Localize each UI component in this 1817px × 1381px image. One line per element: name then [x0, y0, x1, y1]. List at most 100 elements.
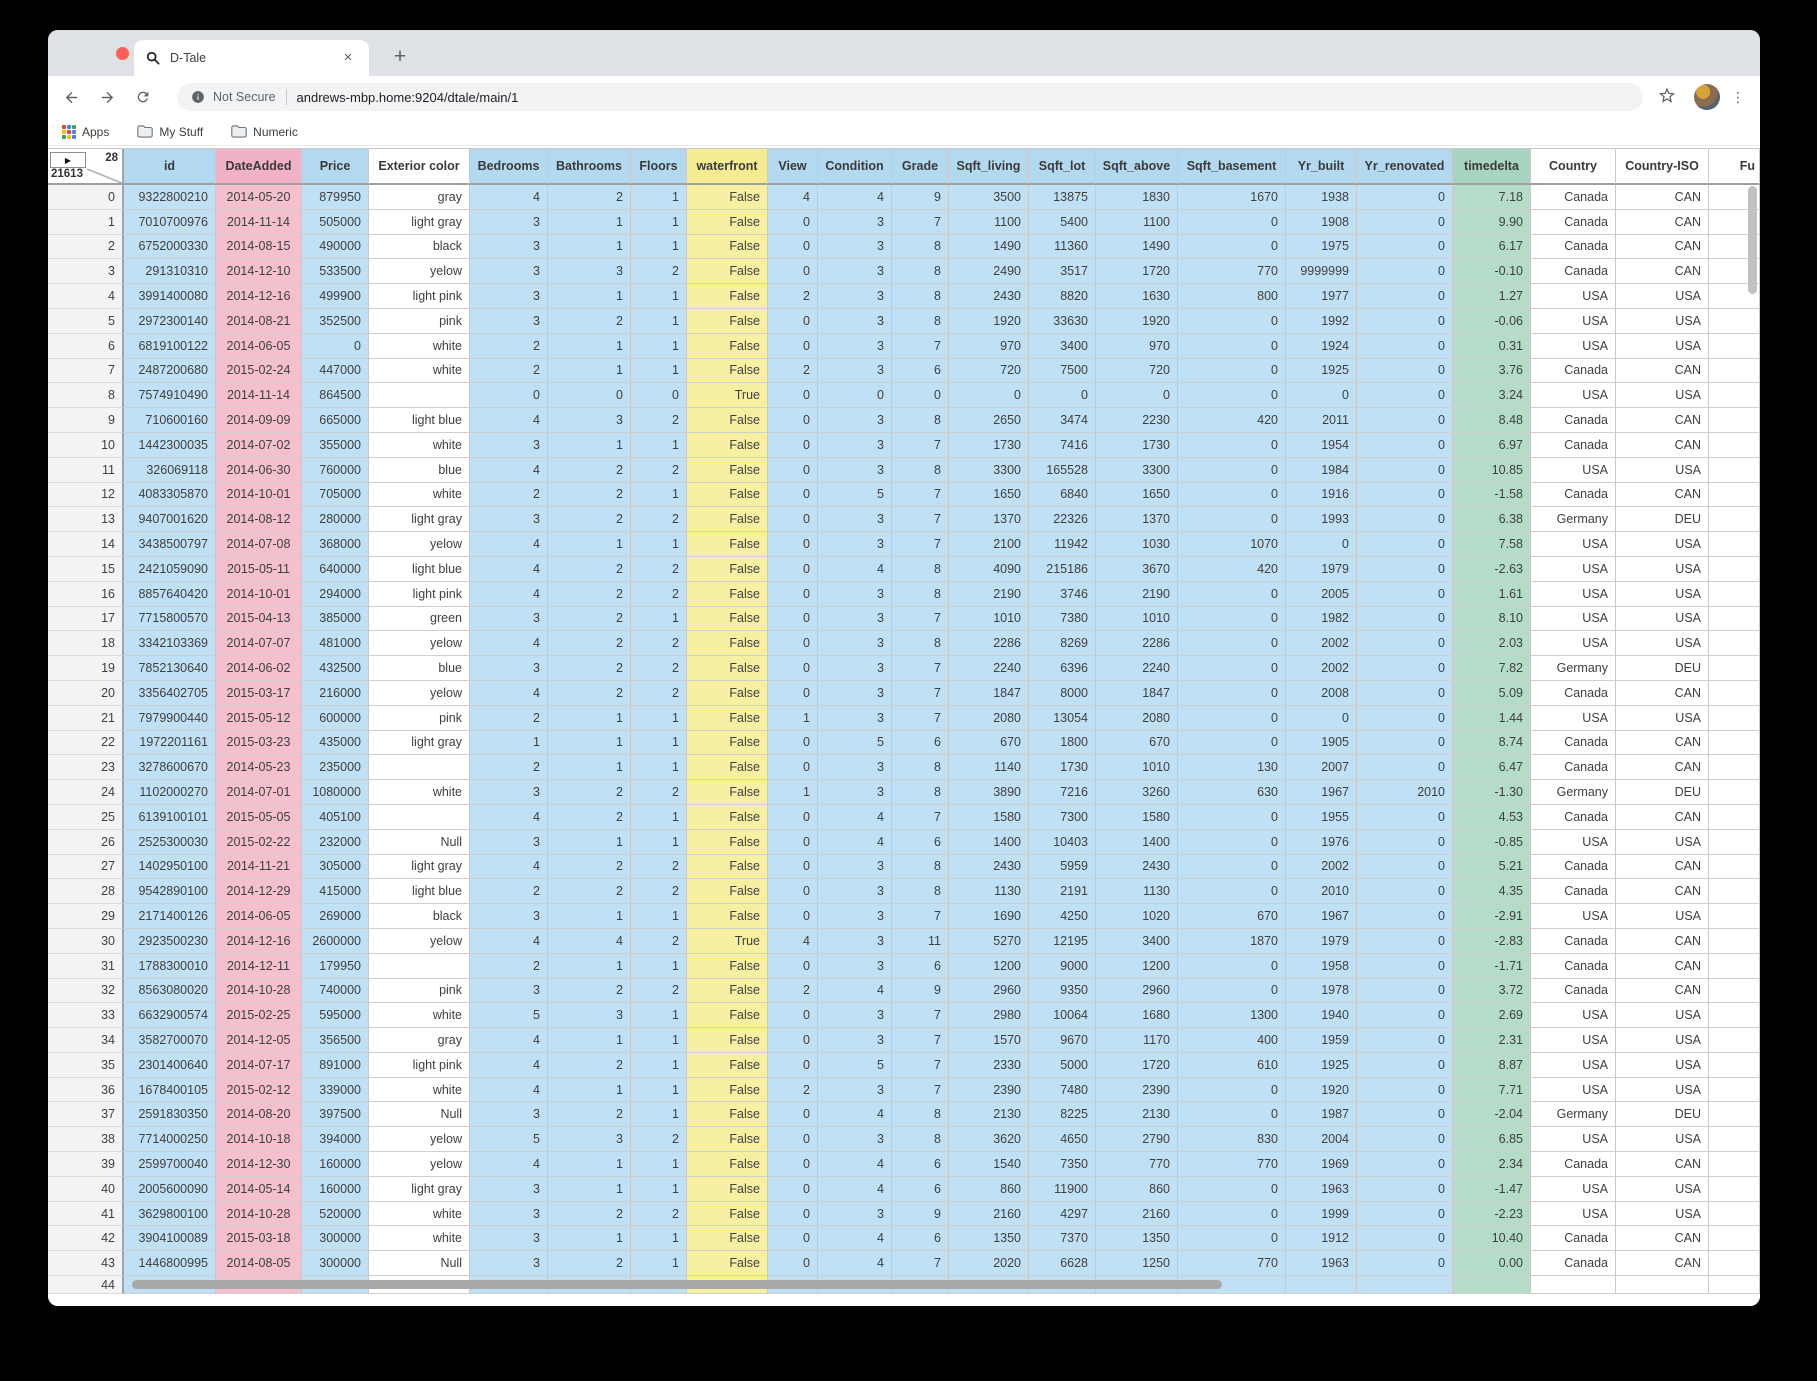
cell[interactable]: 5 — [818, 1052, 892, 1078]
cell[interactable]: CAN — [1616, 1226, 1709, 1252]
cell[interactable]: 2015-05-12 — [216, 705, 302, 731]
cell[interactable]: 1200 — [949, 953, 1029, 979]
cell[interactable]: False — [687, 1077, 768, 1103]
cell[interactable]: CAN — [1616, 879, 1709, 905]
cell[interactable]: 9542890100 — [124, 879, 216, 905]
cell[interactable]: 2 — [470, 755, 548, 781]
column-header-price[interactable]: Price — [302, 149, 369, 185]
cell[interactable]: 2011 — [1286, 408, 1357, 433]
cell[interactable]: 6.17 — [1453, 234, 1531, 260]
cell[interactable]: -2.04 — [1453, 1102, 1531, 1128]
cell[interactable]: 3 — [470, 507, 548, 533]
cell[interactable]: 8 — [892, 879, 949, 905]
cell[interactable]: -2.63 — [1453, 556, 1531, 582]
cell[interactable]: 0 — [1178, 705, 1286, 731]
cell[interactable]: 3890 — [949, 780, 1029, 805]
cell[interactable]: Canada — [1531, 185, 1616, 210]
cell[interactable]: 0 — [1178, 333, 1286, 359]
cell[interactable]: 6 — [892, 829, 949, 855]
cell[interactable]: False — [687, 953, 768, 979]
cell[interactable]: 1490 — [949, 234, 1029, 260]
column-header-bedrooms[interactable]: Bedrooms — [470, 149, 548, 185]
cell[interactable]: yelow — [369, 1152, 470, 1177]
cell[interactable]: 4 — [818, 1251, 892, 1277]
cell[interactable]: 1130 — [1096, 879, 1178, 905]
cell[interactable]: CAN — [1616, 1251, 1709, 1277]
cell[interactable]: 2014-10-18 — [216, 1127, 302, 1153]
cell[interactable]: 9 — [892, 185, 949, 210]
cell[interactable]: CAN — [1616, 804, 1709, 830]
cell[interactable]: 2014-06-05 — [216, 333, 302, 359]
cell[interactable]: white — [369, 482, 470, 508]
cell[interactable]: 2 — [548, 780, 631, 805]
cell[interactable]: 3.24 — [1453, 383, 1531, 409]
column-header-bathrooms[interactable]: Bathrooms — [548, 149, 631, 185]
cell[interactable]: 1402950100 — [124, 854, 216, 880]
cell[interactable]: 3500 — [949, 185, 1029, 210]
cell[interactable]: 179950 — [302, 953, 369, 979]
cell[interactable] — [369, 953, 470, 979]
cell[interactable]: 6.97 — [1453, 432, 1531, 458]
cell[interactable] — [1709, 1226, 1760, 1252]
cell[interactable] — [1709, 829, 1760, 855]
cell[interactable]: 1730 — [1029, 755, 1096, 781]
cell[interactable]: 33630 — [1029, 308, 1096, 334]
tab-dtale[interactable]: D-Tale × — [134, 40, 369, 76]
cell[interactable]: 305000 — [302, 854, 369, 880]
cell[interactable]: 8 — [892, 1102, 949, 1128]
cell[interactable] — [1709, 1102, 1760, 1128]
cell[interactable]: 326069118 — [124, 457, 216, 483]
cell[interactable]: 2004 — [1286, 1127, 1357, 1153]
cell[interactable]: 1 — [768, 705, 818, 731]
cell[interactable]: 3 — [818, 928, 892, 954]
cell[interactable]: 8 — [892, 259, 949, 285]
back-icon[interactable] — [58, 84, 84, 110]
cell[interactable]: 4 — [818, 185, 892, 210]
cell[interactable]: 9.90 — [1453, 209, 1531, 235]
cell[interactable]: 0 — [1178, 730, 1286, 756]
cell[interactable]: 0 — [1178, 1176, 1286, 1202]
cell[interactable]: 0 — [1357, 532, 1453, 557]
cell[interactable]: 2014-11-14 — [216, 209, 302, 235]
cell[interactable]: 0 — [768, 308, 818, 334]
cell[interactable]: 3 — [470, 1251, 548, 1277]
cell[interactable]: USA — [1531, 904, 1616, 929]
cell[interactable]: 420 — [1178, 408, 1286, 433]
cell[interactable]: 4 — [470, 457, 548, 483]
cell[interactable]: 1140 — [949, 755, 1029, 781]
cell[interactable]: False — [687, 656, 768, 681]
cell[interactable]: 3 — [818, 755, 892, 781]
cell[interactable]: 0 — [768, 507, 818, 533]
cell[interactable]: Canada — [1531, 408, 1616, 433]
cell[interactable]: 8.74 — [1453, 730, 1531, 756]
cell[interactable]: 2 — [470, 705, 548, 731]
cell[interactable]: 7350 — [1029, 1152, 1096, 1177]
cell[interactable]: 2 — [548, 631, 631, 657]
cell[interactable]: 2 — [631, 854, 687, 880]
cell[interactable]: 0 — [768, 1201, 818, 1227]
cell[interactable]: 8.48 — [1453, 408, 1531, 433]
cell[interactable]: 130 — [1178, 755, 1286, 781]
cell[interactable]: yelow — [369, 1127, 470, 1153]
cell[interactable]: False — [687, 705, 768, 731]
cell[interactable]: white — [369, 1201, 470, 1227]
cell[interactable]: 3 — [818, 953, 892, 979]
cell[interactable]: 11942 — [1029, 532, 1096, 557]
cell[interactable]: 2 — [470, 358, 548, 384]
cell[interactable]: 1580 — [949, 804, 1029, 830]
cell[interactable]: 300000 — [302, 1226, 369, 1252]
cell[interactable] — [1709, 1003, 1760, 1029]
cell[interactable]: USA — [1616, 383, 1709, 409]
cell[interactable]: 2015-05-05 — [216, 804, 302, 830]
cell[interactable]: 6752000330 — [124, 234, 216, 260]
cell[interactable]: 1 — [631, 1152, 687, 1177]
cell[interactable]: 2.69 — [1453, 1003, 1531, 1029]
cell[interactable]: 4 — [818, 1152, 892, 1177]
cell[interactable] — [1709, 730, 1760, 756]
cell[interactable]: 2 — [548, 680, 631, 706]
column-header-timedelta[interactable]: timedelta — [1453, 149, 1531, 185]
cell[interactable]: 2600000 — [302, 928, 369, 954]
cell[interactable]: 1 — [631, 953, 687, 979]
cell[interactable]: True — [687, 383, 768, 409]
cell[interactable]: 1 — [548, 284, 631, 309]
